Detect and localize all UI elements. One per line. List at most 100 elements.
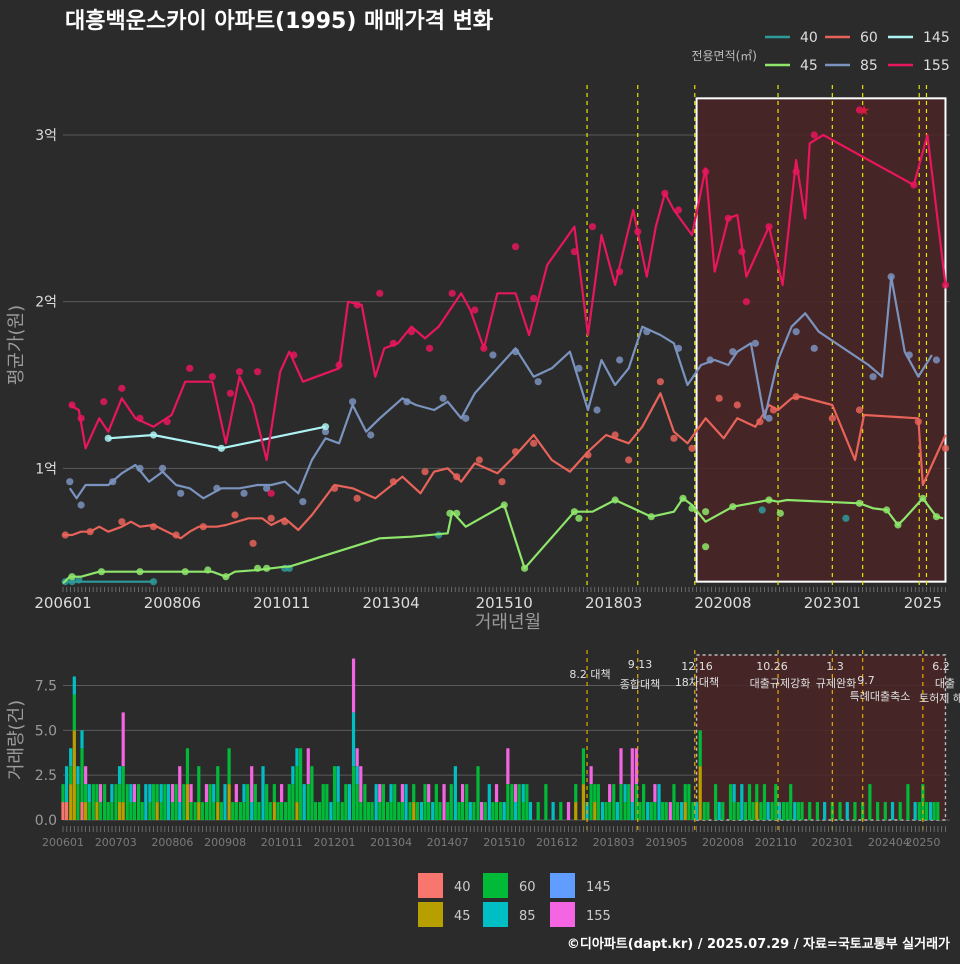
data-point-85 xyxy=(729,348,737,356)
volume-bar-60 xyxy=(785,802,789,820)
volume-bar-60 xyxy=(687,784,691,820)
policy-annotation-11: 6.2 xyxy=(932,660,950,673)
volume-bar-40 xyxy=(61,802,65,820)
volume-bar-60 xyxy=(796,802,800,820)
data-point-45 xyxy=(919,494,927,502)
volume-bar-60 xyxy=(121,766,125,803)
main-xtick-label-4: 201510 xyxy=(476,594,533,612)
data-point-60 xyxy=(855,406,864,414)
data-point-155 xyxy=(68,401,76,409)
volume-bar-60 xyxy=(80,748,84,803)
volume-bar-85 xyxy=(351,712,356,767)
volume-bar-60 xyxy=(200,802,204,820)
volume-bar-60 xyxy=(321,784,325,820)
data-point-155 xyxy=(530,294,538,302)
volume-bar-85 xyxy=(777,802,781,820)
data-point-45 xyxy=(611,496,619,504)
volume-bar-60 xyxy=(751,802,755,820)
data-point-85 xyxy=(792,328,800,336)
volume-bar-60 xyxy=(291,784,295,820)
volume-bar-60 xyxy=(110,802,114,820)
volume-bar-60 xyxy=(103,784,107,820)
data-point-155 xyxy=(855,106,864,114)
volume-bar-85 xyxy=(261,766,265,820)
data-point-45 xyxy=(894,521,902,529)
data-point-155 xyxy=(724,214,732,222)
volume-bar-60 xyxy=(736,802,740,820)
data-point-85 xyxy=(932,356,941,364)
data-point-40 xyxy=(842,514,850,522)
volume-bar-85 xyxy=(890,802,895,820)
data-point-45 xyxy=(97,568,106,576)
volume-bar-45 xyxy=(574,802,578,820)
volume-bar-60 xyxy=(661,802,665,820)
volume-bar-60 xyxy=(808,802,812,820)
volume-bar-60 xyxy=(336,802,340,820)
data-point-145 xyxy=(217,444,225,452)
volume-bar-60 xyxy=(257,802,261,820)
data-point-155 xyxy=(910,181,918,189)
volume-bar-45 xyxy=(593,802,597,820)
data-point-155 xyxy=(570,248,578,256)
volume-bar-45 xyxy=(117,802,122,820)
volume-bar-45 xyxy=(412,802,416,820)
volume-bar-60 xyxy=(446,802,450,820)
volume-bar-60 xyxy=(412,784,416,803)
volume-bar-85 xyxy=(355,766,359,785)
bottom-legend-label-85: 85 xyxy=(519,909,536,924)
volume-bar-155 xyxy=(630,748,634,803)
volume-bar-60 xyxy=(284,802,288,820)
volume-bar-60 xyxy=(415,802,419,820)
data-point-60 xyxy=(267,514,275,522)
volume-bar-60 xyxy=(536,802,540,820)
data-point-60 xyxy=(828,414,836,422)
volume-bar-60 xyxy=(853,802,857,820)
volume-bar-60 xyxy=(868,784,872,820)
volume-bar-60 xyxy=(91,784,95,820)
volume-bar-45 xyxy=(155,802,159,820)
volume-bar-60 xyxy=(106,802,110,820)
data-point-85 xyxy=(77,501,85,509)
data-point-85 xyxy=(575,364,583,372)
volume-bar-60 xyxy=(114,784,118,820)
volume-bar-85 xyxy=(717,802,721,820)
volume-bar-155 xyxy=(204,784,209,803)
bottom-xtick-label-1: 200703 xyxy=(95,836,137,849)
bottom-xtick-label-8: 201510 xyxy=(483,836,525,849)
data-point-85 xyxy=(751,339,760,347)
volume-bar-45 xyxy=(698,766,702,820)
volume-bar-60 xyxy=(193,802,197,820)
main-xtick-label-7: 202301 xyxy=(804,594,861,612)
data-point-45 xyxy=(263,564,271,572)
data-point-60 xyxy=(625,456,633,464)
volume-bar-85 xyxy=(431,802,435,820)
data-point-60 xyxy=(688,444,696,452)
volume-bar-60 xyxy=(98,802,103,820)
volume-bar-155 xyxy=(513,784,518,803)
data-point-60 xyxy=(792,393,800,401)
data-point-45 xyxy=(500,501,508,509)
bottom-xtick-label-13: 202110 xyxy=(755,836,797,849)
volume-bar-60 xyxy=(355,784,359,820)
data-point-85 xyxy=(403,398,411,406)
main-ylabel: 평균가(원) xyxy=(6,305,27,385)
data-point-85 xyxy=(136,464,144,472)
data-point-155 xyxy=(118,384,126,392)
volume-bar-60 xyxy=(672,784,676,820)
data-point-85 xyxy=(616,356,624,364)
data-point-45 xyxy=(729,503,737,511)
volume-bar-60 xyxy=(732,802,736,820)
data-point-155 xyxy=(588,223,597,231)
data-point-155 xyxy=(136,414,144,422)
data-point-85 xyxy=(765,414,773,422)
volume-bar-60 xyxy=(691,802,695,820)
main-ytick-label-2: 3억 xyxy=(35,128,57,144)
data-point-85 xyxy=(534,378,542,386)
volume-bar-155 xyxy=(589,766,593,785)
volume-bar-60 xyxy=(770,802,774,820)
volume-bar-60 xyxy=(298,748,303,820)
volume-bar-60 xyxy=(287,784,291,820)
volume-bar-60 xyxy=(306,784,310,820)
policy-annotation-12: 대출 xyxy=(935,677,955,690)
volume-bar-60 xyxy=(69,766,73,785)
